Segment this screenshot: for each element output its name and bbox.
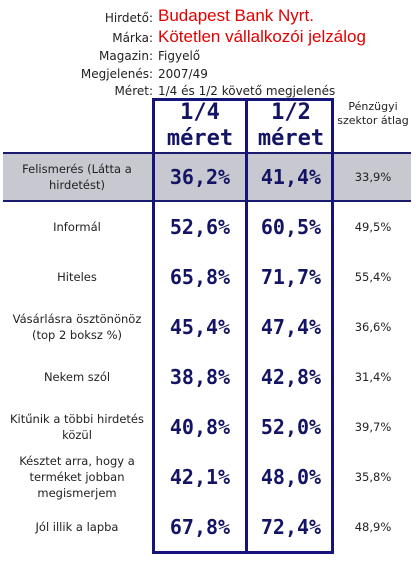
column-rule-middle	[245, 98, 248, 554]
quarter-size-value: 45,4%	[169, 315, 231, 339]
row-label: Vásárlásra ösztönönöz (top 2 boksz %)	[12, 312, 142, 342]
quarter-size-value: 42,1%	[169, 465, 231, 489]
quarter-size-value: 52,6%	[169, 215, 231, 239]
table-row: Kitűnik a többi hirdetés közül 40,8% 52,0%…	[3, 402, 411, 452]
half-size-value: 41,4%	[260, 165, 322, 189]
sector-average-value: 33,9%	[354, 170, 392, 184]
half-size-value: 47,4%	[260, 315, 322, 339]
half-size-value: 71,7%	[260, 265, 322, 289]
table-row: Felismerés (Látta a hirdetést) 36,2% 41,4%…	[3, 152, 411, 202]
quarter-size-value: 67,8%	[169, 515, 231, 539]
table-row: Nekem szól 38,8% 42,8% 31,4%	[3, 352, 411, 402]
results-table: 1/4 méret 1/2 méret Pénzügyi szektor átl…	[3, 98, 411, 558]
quarter-size-value: 38,8%	[169, 365, 231, 389]
row-label: Hiteles	[57, 270, 97, 284]
row-label: Nekem szól	[43, 370, 111, 384]
half-size-value: 60,5%	[260, 215, 322, 239]
row-label: Informál	[53, 220, 101, 234]
table-row: Jól illik a lapba 67,8% 72,4% 48,9%	[3, 502, 411, 552]
col-half-line1: 1/2	[271, 100, 311, 125]
quarter-size-value: 40,8%	[169, 415, 231, 439]
size-label: Méret:	[114, 84, 153, 98]
column-rule-right	[331, 98, 334, 554]
quarter-size-value: 65,8%	[169, 265, 231, 289]
col-half-line2: méret	[257, 126, 325, 151]
col-quarter-size-header: 1/4 méret	[155, 98, 245, 154]
sector-average-value: 39,7%	[354, 420, 392, 434]
sector-average-value: 55,4%	[354, 270, 392, 284]
size-value: 1/4 és 1/2 követő megjelenés	[158, 84, 336, 98]
table-row: Hiteles 65,8% 71,7% 55,4%	[3, 252, 411, 302]
table-row: Vásárlásra ösztönönöz (top 2 boksz %) 45,…	[3, 302, 411, 352]
advertiser-value: Budapest Bank Nyrt.	[158, 6, 314, 25]
sector-average-value: 49,5%	[354, 220, 392, 234]
row-label: Jól illik a lapba	[35, 520, 119, 534]
brand-value: Kötetlen vállalkozói jelzálog	[158, 27, 366, 46]
advertiser-label: Hirdető:	[104, 11, 153, 25]
magazine-label: Magazin:	[99, 49, 153, 63]
half-size-value: 42,8%	[260, 365, 322, 389]
col-sector-average-header: Pénzügyi szektor átlag	[337, 100, 409, 127]
appearance-value: 2007/49	[158, 67, 208, 81]
appearance-label: Megjelenés:	[80, 67, 153, 81]
table-row: Késztet arra, hogy a terméket jobban meg…	[3, 452, 411, 502]
sector-average-value: 35,8%	[354, 470, 392, 484]
half-size-value: 52,0%	[260, 415, 322, 439]
table-row: Informál 52,6% 60,5% 49,5%	[3, 202, 411, 252]
column-rule-top	[152, 98, 334, 101]
column-rule-bottom	[152, 551, 334, 554]
half-size-value: 48,0%	[260, 465, 322, 489]
sector-average-value: 48,9%	[354, 520, 392, 534]
magazine-value: Figyelő	[158, 49, 201, 63]
col-quarter-line1: 1/4	[180, 100, 220, 125]
quarter-size-value: 36,2%	[169, 165, 231, 189]
sector-average-value: 31,4%	[354, 370, 392, 384]
half-size-value: 72,4%	[260, 515, 322, 539]
row-label: Késztet arra, hogy a terméket jobban meg…	[19, 454, 135, 500]
brand-label: Márka:	[112, 31, 153, 45]
col-half-size-header: 1/2 méret	[249, 98, 333, 154]
row-label: Felismerés (Látta a hirdetést)	[22, 162, 132, 192]
col-quarter-line2: méret	[166, 126, 234, 151]
column-rule-left	[152, 98, 155, 554]
sector-average-value: 36,6%	[354, 320, 392, 334]
row-label: Kitűnik a többi hirdetés közül	[10, 412, 144, 442]
